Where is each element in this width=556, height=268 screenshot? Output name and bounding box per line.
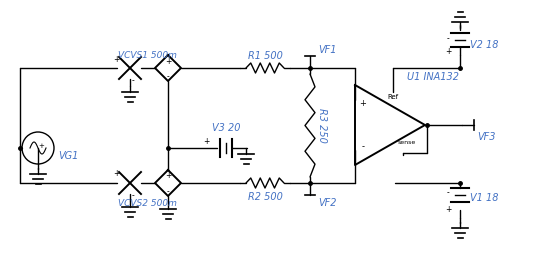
Text: -: - [446, 188, 449, 198]
Text: VCVS2 500m: VCVS2 500m [118, 199, 177, 207]
Text: VCVS1 500m: VCVS1 500m [118, 51, 177, 61]
Text: -: - [446, 35, 449, 43]
Text: +: + [360, 99, 366, 107]
Text: +: + [445, 206, 451, 214]
Text: sense: sense [398, 140, 416, 146]
Text: R3 250: R3 250 [317, 108, 327, 143]
Text: VF2: VF2 [318, 198, 336, 208]
Text: +: + [38, 143, 44, 149]
Text: +: + [113, 54, 119, 64]
Text: +: + [445, 47, 451, 57]
Text: -: - [167, 188, 170, 196]
Text: +: + [203, 137, 209, 147]
Text: R1 500: R1 500 [248, 51, 283, 61]
Text: +: + [113, 169, 119, 178]
Text: +: + [165, 57, 171, 65]
Text: V1 18: V1 18 [470, 193, 499, 203]
Text: -: - [361, 143, 365, 151]
Text: +: + [165, 172, 171, 181]
Text: R2 500: R2 500 [248, 192, 283, 202]
Text: Ref: Ref [388, 94, 399, 100]
Text: VF1: VF1 [318, 45, 336, 55]
Text: V3 20: V3 20 [212, 123, 241, 133]
Text: -: - [167, 73, 170, 81]
Text: U1 INA132: U1 INA132 [407, 72, 459, 82]
Text: VF3: VF3 [477, 132, 495, 142]
Text: -: - [132, 192, 135, 200]
Text: V2 18: V2 18 [470, 40, 499, 50]
Text: -: - [132, 76, 135, 85]
Text: VG1: VG1 [58, 151, 78, 161]
